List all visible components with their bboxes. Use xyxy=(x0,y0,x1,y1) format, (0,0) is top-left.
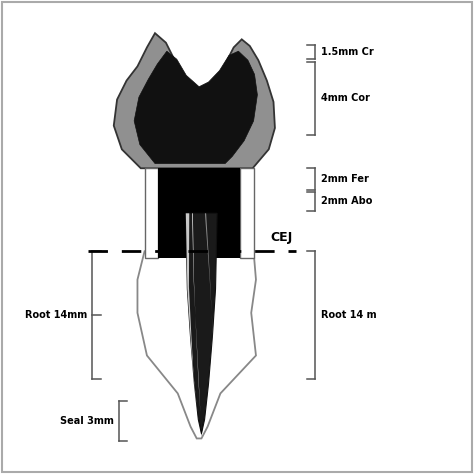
Polygon shape xyxy=(186,213,198,415)
Text: Root 14mm: Root 14mm xyxy=(26,310,88,320)
Polygon shape xyxy=(186,213,217,434)
Polygon shape xyxy=(192,213,201,412)
Text: Root 14 m: Root 14 m xyxy=(321,310,376,320)
Text: 1.5mm Cr: 1.5mm Cr xyxy=(321,47,374,57)
Text: 4mm Cor: 4mm Cor xyxy=(321,93,370,103)
Text: Seal 3mm: Seal 3mm xyxy=(60,416,114,426)
Polygon shape xyxy=(145,168,158,258)
Text: 2mm Fer: 2mm Fer xyxy=(321,174,369,184)
Polygon shape xyxy=(205,213,214,374)
Text: CEJ: CEJ xyxy=(270,231,292,244)
Polygon shape xyxy=(137,251,256,438)
Polygon shape xyxy=(134,51,257,164)
Polygon shape xyxy=(240,168,254,258)
Polygon shape xyxy=(158,168,240,258)
Text: 2mm Abo: 2mm Abo xyxy=(321,196,372,207)
Polygon shape xyxy=(114,33,275,168)
Polygon shape xyxy=(199,415,204,436)
